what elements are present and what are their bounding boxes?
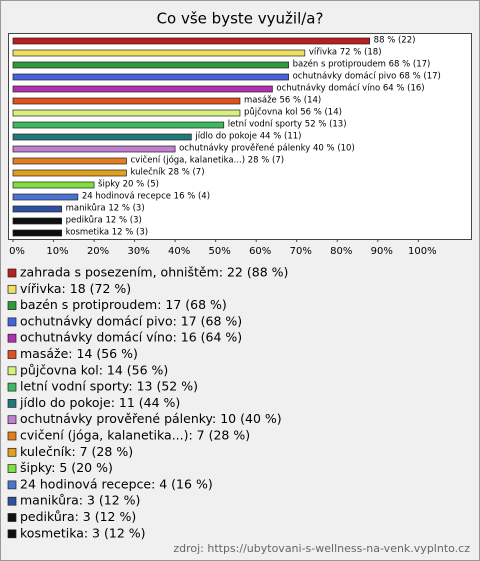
bar-label: bazén s protiproudem 68 % (17) [293,59,431,70]
legend-swatch [7,447,17,457]
bar [12,37,371,45]
legend-swatch [7,415,17,425]
bar-label: šipky 20 % (5) [98,179,159,190]
legend-swatch [7,301,17,310]
bar [12,121,225,129]
bar [12,157,127,165]
bar [12,73,289,81]
bar-label: jídlo do pokoje 44 % (11) [194,132,301,142]
bar-label: ochutnávky prověřené pálenky 40 % (10) [179,143,355,154]
legend-swatch [7,333,17,343]
bar-label: kulečník 28 % (7) [130,167,204,178]
legend-entry: vířivka: 18 (72 %) [20,281,131,296]
legend-entry: jídlo do pokoje: 11 (44 %) [19,395,180,410]
legend-swatch [7,366,17,376]
legend-swatch [7,399,17,408]
legend-entry: ochutnávky domácí pivo: 17 (68 %) [20,313,242,328]
legend-swatch [7,284,17,294]
bar [12,193,79,201]
bar-label: manikůra 12 % (3) [66,203,145,214]
bar [12,217,62,225]
legend-entry: bazén s protiproudem: 17 (68 %) [20,297,227,312]
legend-entry: kulečník: 7 (28 %) [20,444,133,459]
legend-entry: ochutnávky prověřené pálenky: 10 (40 %) [20,411,282,426]
legend-entry: šipky: 5 (20 %) [20,460,113,475]
source: zdroj: https://ubytovani-s-wellness-na-v… [173,542,470,555]
x-tick-label: 70% [290,246,312,257]
legend-swatch [7,480,17,490]
bar [12,229,62,237]
legend-entry: letní vodní sporty: 13 (52 %) [20,379,198,394]
legend-swatch [7,350,17,359]
legend-entry: 24 hodinová recepce: 4 (16 %) [20,476,213,491]
legend-entry: masáže: 14 (56 %) [20,346,138,361]
legend-swatch [7,431,17,441]
legend-swatch [7,513,17,522]
bar-label: letní vodní sporty 52 % (13) [228,120,347,130]
bar-label: masáže 56 % (14) [244,96,321,106]
bar-label: 24 hodinová recepce 16 % (4) [82,192,210,202]
bar [12,169,127,177]
bar-label: ochutnávky domácí pivo 68 % (17) [293,72,441,82]
bar-label: cvičení (jóga, kalanetika...) 28 % (7) [130,155,284,166]
chart-title: Co vše byste využil/a? [157,10,324,28]
x-tick-label: 10% [46,246,68,257]
bar-label: půjčovna kol 56 % (14) [244,107,342,118]
legend-entry: cvičení (jóga, kalanetika...): 7 (28 %) [20,428,250,443]
legend-swatch [7,464,17,473]
bar [12,61,289,69]
legend-swatch [7,268,17,278]
legend-entry: kosmetika: 3 (12 %) [20,525,146,540]
legend-entry: ochutnávky domácí víno: 16 (64 %) [20,330,242,345]
bar-label: pedikůra 12 % (3) [66,215,142,226]
bar [12,49,306,57]
legend-swatch [7,529,17,539]
bar-label: ochutnávky domácí víno 64 % (16) [276,84,424,94]
x-tick-label: 0% [9,246,25,257]
x-tick-label: 20% [87,246,109,257]
bar [12,97,241,105]
legend-swatch [7,496,17,506]
bar [12,181,95,189]
x-tick-label: 50% [209,246,231,257]
x-tick-label: 90% [371,246,393,257]
legend-entry: manikůra: 3 (12 %) [20,493,140,508]
legend-entry: půjčovna kol: 14 (56 %) [20,362,168,377]
x-tick-label: 30% [127,246,149,257]
bar-label: kosmetika 12 % (3) [66,228,148,238]
bar [12,145,176,153]
x-tick-label: 100% [408,246,437,257]
legend-swatch [7,317,17,327]
x-tick-label: 80% [330,246,352,257]
legend-swatch [7,382,17,392]
x-tick-label: 60% [249,246,271,257]
x-tick-label: 40% [168,246,190,257]
bar-label: vířivka 72 % (18) [309,48,382,58]
legend-entry: zahrada s posezením, ohništěm: 22 (88 %) [20,265,288,280]
bar [12,109,241,117]
bar [12,205,62,213]
bar-label: 88 % (22) [374,36,416,46]
legend-entry: pedikůra: 3 (12 %) [20,509,136,524]
bar [12,85,273,93]
bar [12,133,192,141]
